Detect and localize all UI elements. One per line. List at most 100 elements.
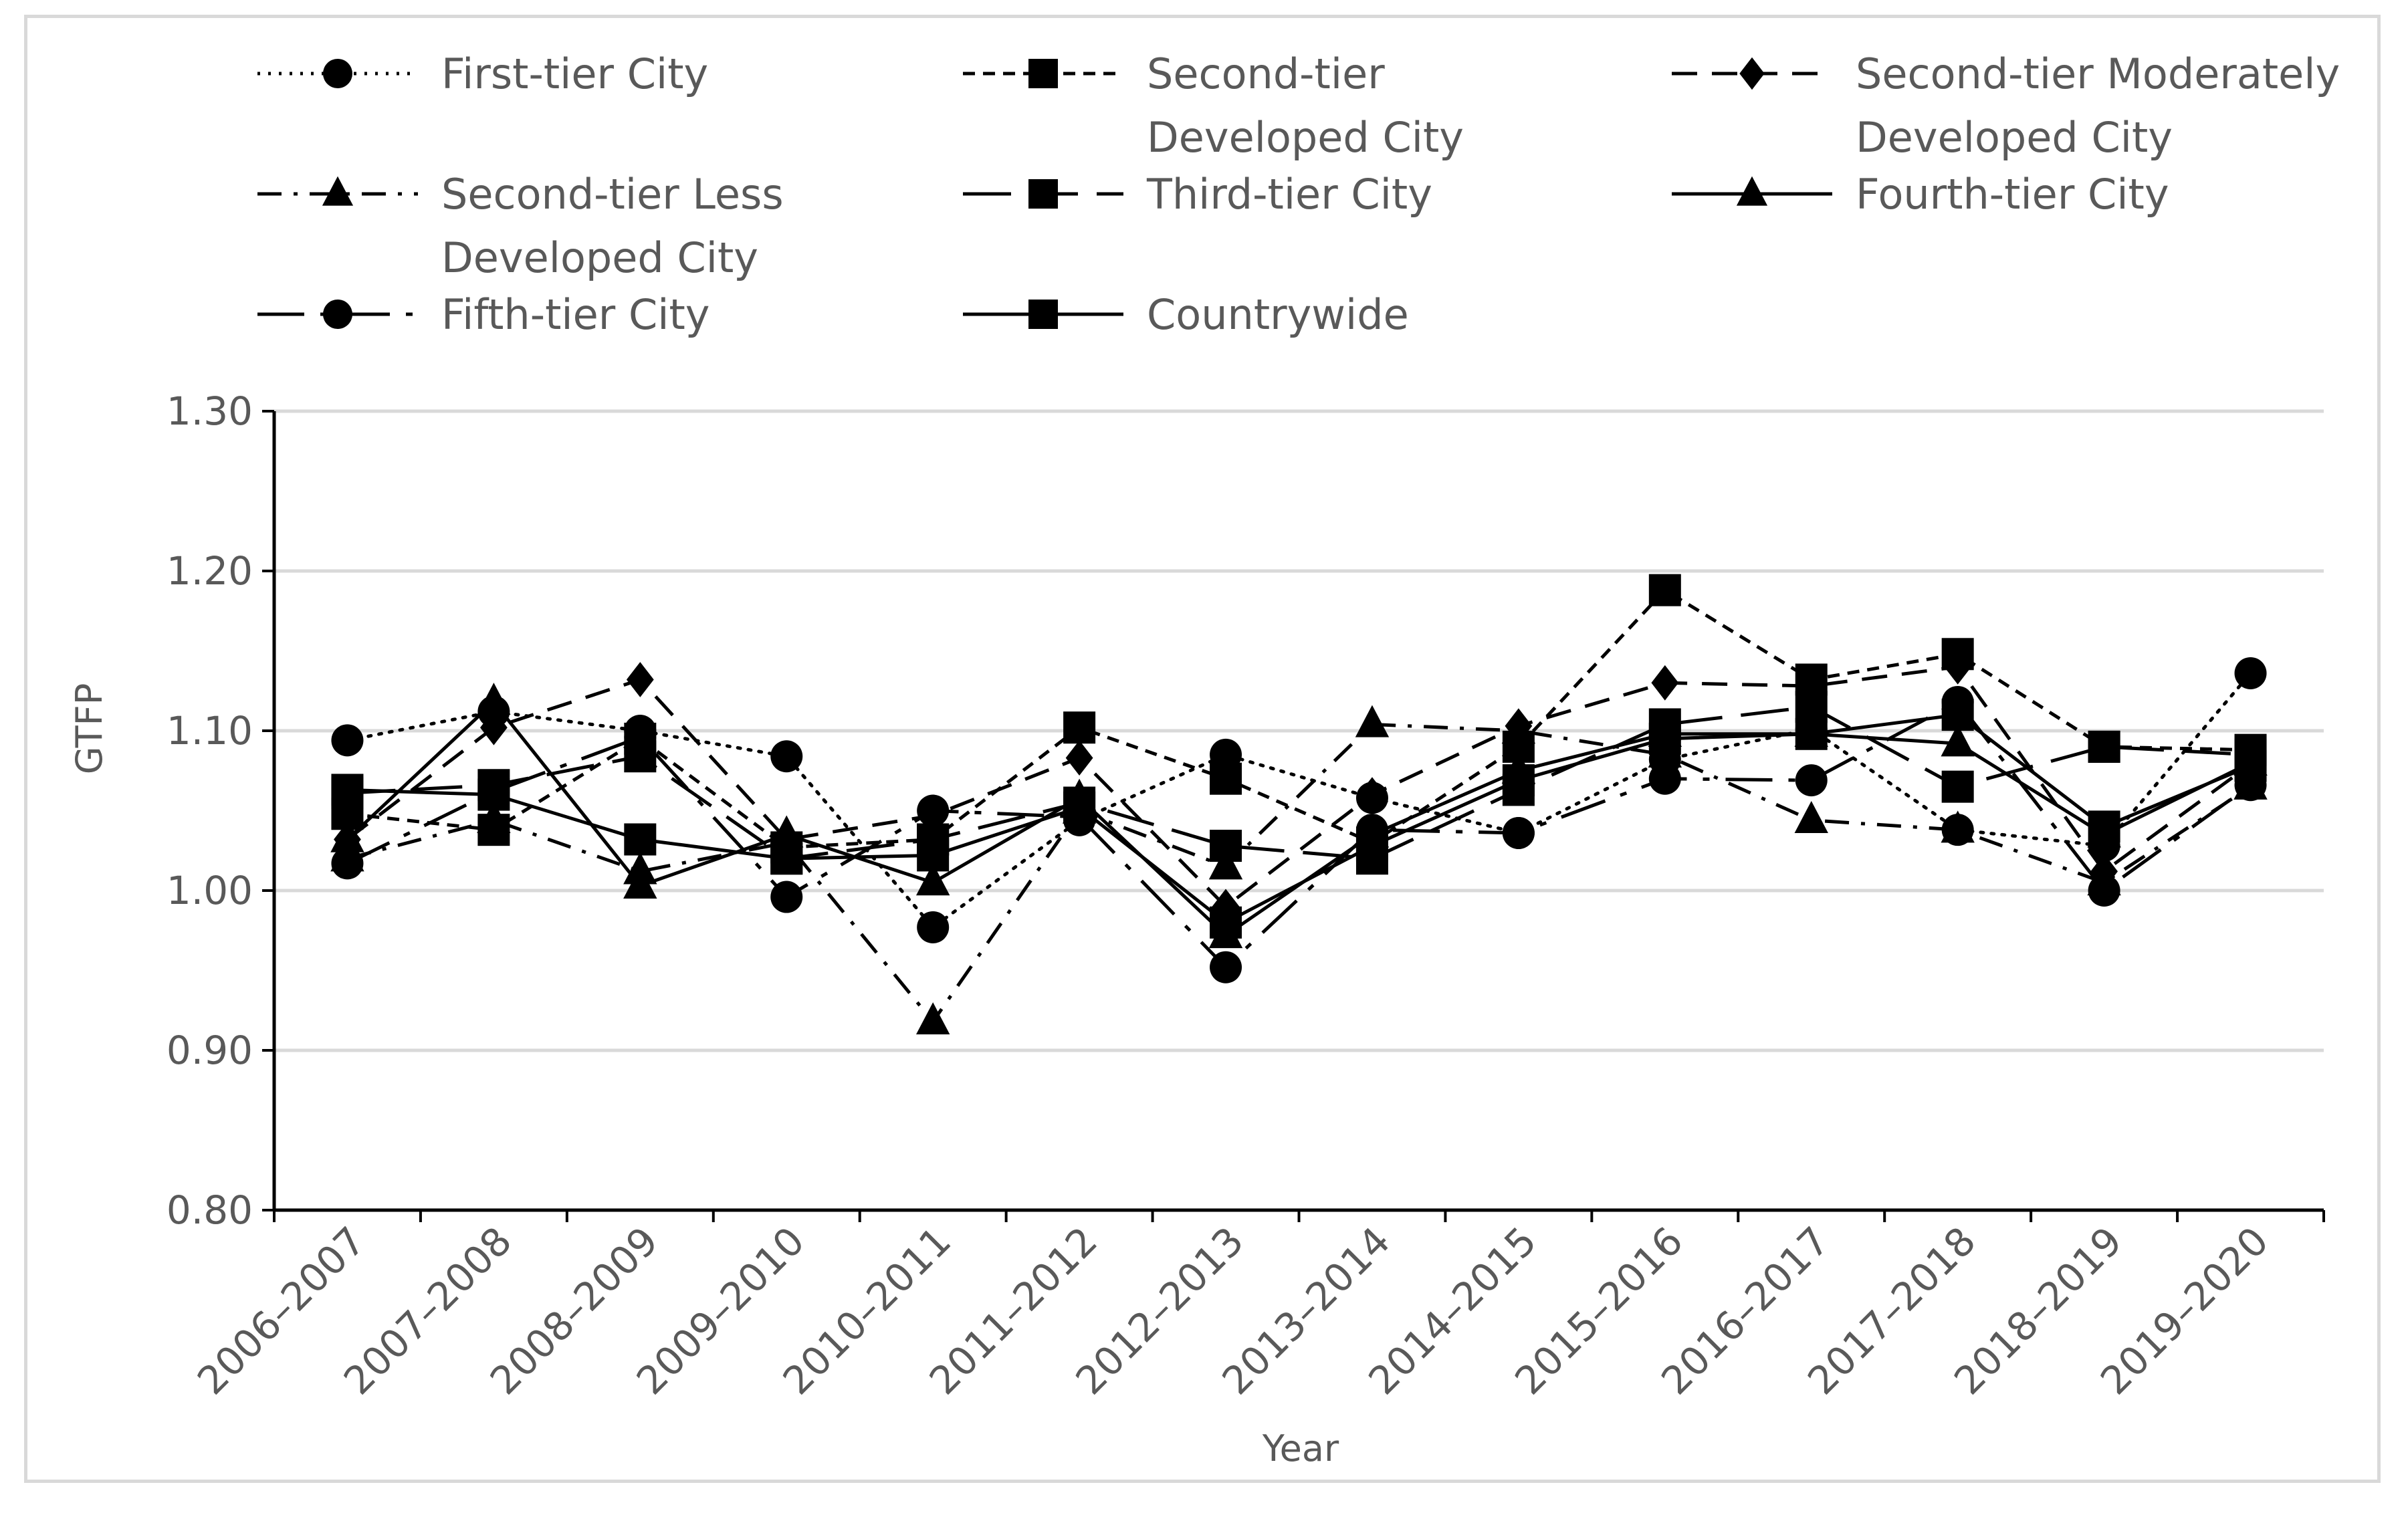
series-lines [330,574,2268,1035]
series-line [346,700,2252,969]
series-line [345,671,2253,929]
point-circle [1795,764,1828,797]
point-diamond [1065,740,1093,776]
series-line [347,713,2252,925]
point-triangle [477,801,511,834]
legend-label: Countrywide [1147,290,1409,339]
point-square [1355,830,1388,862]
series-2 [331,574,2267,864]
point-square [1028,59,1058,88]
legend-label: Developed City [1856,113,2173,162]
point-triangle [1941,724,1975,757]
point-square [1941,770,1974,803]
point-triangle [770,815,804,848]
point-square [624,823,657,856]
point-triangle [915,1002,950,1035]
point-circle [917,794,950,827]
point-triangle [1794,801,1828,834]
y-axis-title: GTFP [68,683,110,775]
point-triangle [1736,176,1768,206]
legend-item-4: Second-tier Less Developed City [257,170,784,282]
point-circle [331,847,364,880]
y-tick-label: 0.80 [167,1187,253,1233]
point-circle [770,881,803,913]
point-circle [2234,657,2267,689]
point-triangle [322,176,354,206]
legend: First-tier City Second-tier Developed City… [257,49,2340,339]
point-circle [331,724,364,757]
point-square [331,774,364,806]
legend-label: First-tier City [441,49,708,98]
point-triangle [1208,847,1243,880]
series-1 [331,657,2267,943]
point-square [1648,574,1681,606]
point-square [2234,749,2267,782]
point-triangle [1355,705,1390,737]
y-tick-label: 1.30 [167,388,253,434]
legend-label: Fifth-tier City [441,290,710,339]
point-square [1028,179,1058,209]
point-diamond [626,662,654,697]
legend-label: Developed City [1147,113,1464,162]
point-circle [323,300,352,329]
grid-lines [274,409,2324,1052]
point-square [1210,906,1242,939]
point-circle [624,721,657,753]
point-square [1941,699,1974,731]
point-square [477,778,510,811]
y-tick-label: 1.20 [167,548,253,594]
y-tick-label: 1.10 [167,708,253,753]
legend-item-7: Fifth-tier City [257,290,710,339]
legend-label: Second-tier Moderately [1856,49,2340,98]
point-circle [917,911,950,943]
legend-label: Third-tier City [1146,170,1432,219]
legend-label: Second-tier [1147,49,1385,98]
legend-label: Developed City [441,233,758,282]
point-square [1502,764,1535,797]
series-line [347,705,2251,860]
point-circle [770,740,803,773]
y-tick-labels: 0.80 0.90 1.00 1.10 1.20 1.30 [167,388,253,1233]
point-triangle [477,683,511,715]
point-square [1210,762,1242,795]
series-line [346,665,2252,909]
point-square [770,842,803,875]
y-tick-label: 0.90 [167,1028,253,1073]
point-diamond [479,709,508,745]
point-triangle [1501,711,1536,744]
series-line [346,722,2252,1024]
point-square [1795,717,1828,750]
legend-item-8: Countrywide [963,290,1409,339]
series-6 [330,683,2268,949]
point-circle [1210,951,1242,983]
x-tick-labels: 2006–20072007–20082008–20092009–20102010… [189,1218,2277,1403]
point-circle [323,59,352,88]
point-triangle [915,863,950,896]
legend-item-3: Second-tier Moderately Developed City [1672,49,2340,162]
point-square [917,839,950,872]
point-diamond [1358,777,1386,812]
point-square [1028,300,1058,329]
point-circle [1502,816,1535,849]
point-triangle [1941,810,1975,843]
point-square [1063,711,1096,744]
point-square [2088,730,2120,763]
legend-item-1: First-tier City [257,49,708,98]
legend-label: Second-tier Less [441,170,784,219]
legend-item-6: Fourth-tier City [1672,170,2169,219]
point-square [1648,722,1681,755]
point-circle [1648,762,1681,795]
axes [262,410,2325,1222]
point-circle [2088,875,2120,907]
point-triangle [623,866,657,899]
legend-label: Fourth-tier City [1856,170,2169,219]
point-diamond [1797,668,1826,704]
x-axis-title: Year [1262,1427,1339,1470]
series-5 [331,691,2267,875]
point-diamond [1739,57,1765,90]
point-square [1210,830,1242,862]
chart-frame [24,15,2381,1483]
series-8 [331,699,2267,939]
legend-item-5: Third-tier City [963,170,1432,219]
